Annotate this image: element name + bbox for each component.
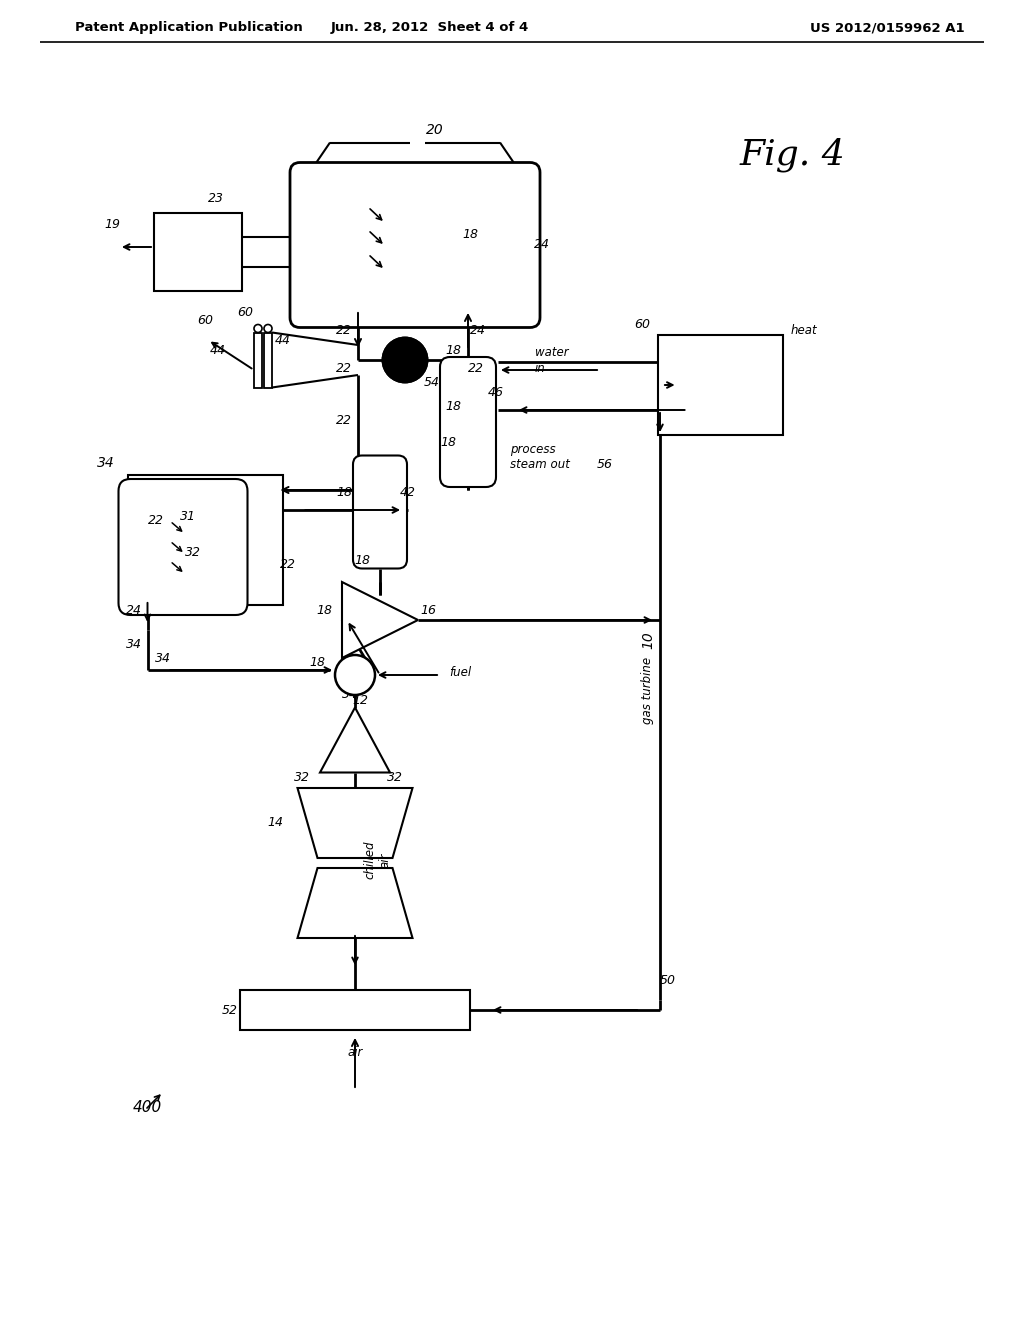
Text: process: process <box>510 444 556 457</box>
Text: 32: 32 <box>387 771 403 784</box>
Circle shape <box>335 655 375 696</box>
Text: 60: 60 <box>197 314 213 326</box>
Polygon shape <box>342 582 418 657</box>
Text: 18: 18 <box>440 436 456 449</box>
Text: 22: 22 <box>336 323 352 337</box>
Text: chilled: chilled <box>364 841 377 879</box>
Polygon shape <box>319 708 390 772</box>
Text: 23: 23 <box>208 193 224 206</box>
Text: 24: 24 <box>126 603 141 616</box>
Text: 18: 18 <box>462 228 478 242</box>
Text: 22: 22 <box>336 362 352 375</box>
Circle shape <box>254 325 262 333</box>
Text: 18: 18 <box>354 553 370 566</box>
Text: 12: 12 <box>352 694 368 708</box>
Text: 60: 60 <box>635 318 650 331</box>
Bar <box>657 335 782 436</box>
Text: 32: 32 <box>185 545 201 558</box>
Bar <box>254 333 262 388</box>
Text: Jun. 28, 2012  Sheet 4 of 4: Jun. 28, 2012 Sheet 4 of 4 <box>331 21 529 34</box>
FancyBboxPatch shape <box>119 479 248 615</box>
Text: 54: 54 <box>424 375 440 388</box>
FancyBboxPatch shape <box>440 356 496 487</box>
Text: 19: 19 <box>104 218 120 231</box>
Polygon shape <box>298 788 413 858</box>
Text: 46: 46 <box>488 385 504 399</box>
Text: 24: 24 <box>470 323 486 337</box>
Text: Fig. 4: Fig. 4 <box>740 137 846 172</box>
Bar <box>128 475 283 605</box>
Text: 34: 34 <box>96 455 115 470</box>
Text: air: air <box>347 1045 362 1059</box>
Text: 34: 34 <box>155 652 171 664</box>
Bar <box>264 333 272 388</box>
Text: 30: 30 <box>222 503 238 516</box>
Text: 32: 32 <box>294 771 310 784</box>
Bar <box>240 990 470 1030</box>
Text: 31: 31 <box>180 511 196 524</box>
Text: 44: 44 <box>275 334 291 346</box>
Text: 34: 34 <box>342 689 358 701</box>
Text: 42: 42 <box>400 486 416 499</box>
Text: 22: 22 <box>468 362 484 375</box>
Text: in: in <box>535 362 546 375</box>
Text: 10: 10 <box>641 631 655 649</box>
Text: 22: 22 <box>336 413 352 426</box>
Text: 24: 24 <box>534 239 550 252</box>
Text: water: water <box>535 346 568 359</box>
Text: 18: 18 <box>445 400 461 413</box>
Text: 50: 50 <box>660 974 676 986</box>
FancyBboxPatch shape <box>290 162 540 327</box>
Text: air: air <box>379 853 391 867</box>
Text: 44: 44 <box>210 343 226 356</box>
FancyBboxPatch shape <box>353 455 407 569</box>
Text: 18: 18 <box>336 486 352 499</box>
Text: 60: 60 <box>237 306 253 319</box>
Text: 16: 16 <box>420 603 436 616</box>
Text: 56: 56 <box>597 458 613 470</box>
Text: Patent Application Publication: Patent Application Publication <box>75 21 303 34</box>
Polygon shape <box>383 338 406 381</box>
Circle shape <box>383 338 427 381</box>
Circle shape <box>264 325 272 333</box>
Text: 34: 34 <box>126 639 141 652</box>
Text: 52: 52 <box>222 1003 238 1016</box>
Text: 22: 22 <box>147 513 164 527</box>
Text: steam out: steam out <box>510 458 570 470</box>
Text: US 2012/0159962 A1: US 2012/0159962 A1 <box>810 21 965 34</box>
Text: 18: 18 <box>445 343 461 356</box>
Text: 400: 400 <box>133 1100 162 1114</box>
Text: 18: 18 <box>309 656 325 669</box>
Polygon shape <box>406 338 427 381</box>
Text: 22: 22 <box>280 558 296 572</box>
Text: 14: 14 <box>267 817 284 829</box>
Text: gas turbine: gas turbine <box>641 656 654 723</box>
Text: 18: 18 <box>316 603 332 616</box>
Polygon shape <box>298 869 413 939</box>
Text: heat: heat <box>791 323 817 337</box>
Text: 22: 22 <box>370 469 386 482</box>
Text: fuel: fuel <box>449 667 471 680</box>
Bar <box>154 213 242 290</box>
Text: 24: 24 <box>468 444 484 457</box>
Text: 20: 20 <box>426 124 443 137</box>
